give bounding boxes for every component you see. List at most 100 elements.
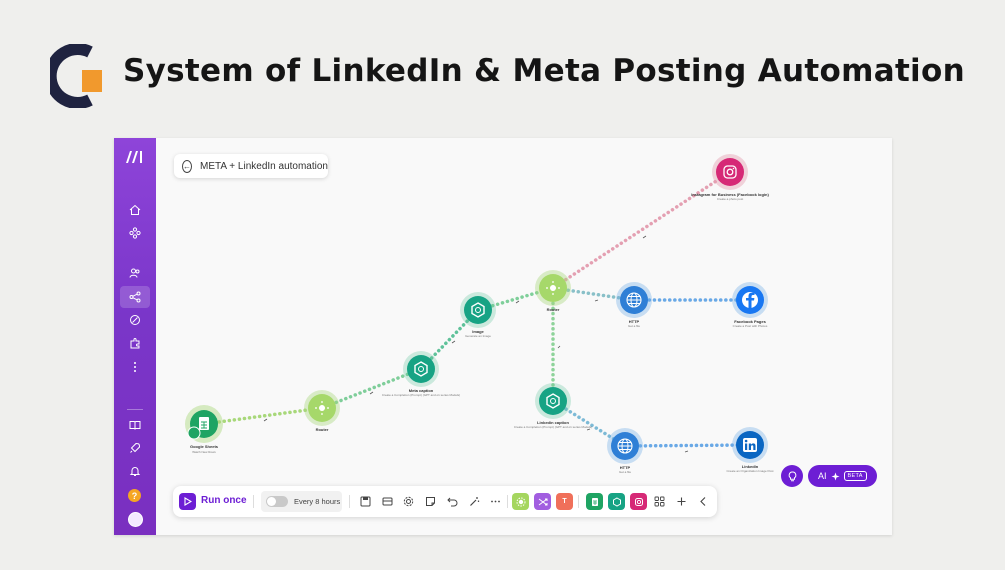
favorite-openai-button[interactable] xyxy=(608,493,625,510)
openai-icon xyxy=(464,296,492,324)
undo-button[interactable] xyxy=(446,495,459,508)
sparkle-icon xyxy=(831,472,840,480)
scenario-settings-button[interactable] xyxy=(381,495,394,508)
toolbar-divider xyxy=(349,495,350,508)
openai-icon xyxy=(539,387,567,415)
connection-http2-linkedin xyxy=(623,443,752,448)
collapse-toolbar-button[interactable] xyxy=(697,495,710,508)
favorite-google-sheets-button[interactable] xyxy=(586,493,603,510)
connection-wrenches xyxy=(263,235,689,453)
connections xyxy=(202,170,752,448)
sidebar-item-home[interactable] xyxy=(120,199,150,221)
sidebar-item-docs[interactable] xyxy=(120,414,150,436)
node-label-instagram: Instagram for Business (Facebook login) xyxy=(691,192,769,197)
tips-button[interactable] xyxy=(781,465,803,487)
node-meta-caption[interactable]: Meta caption Create a Completion (Prompt… xyxy=(382,351,460,397)
team-icon xyxy=(129,268,140,278)
page-title: System of LinkedIn & Meta Posting Automa… xyxy=(123,53,965,89)
schedule-control[interactable]: Every 8 hours xyxy=(261,491,342,512)
more-horizontal-icon xyxy=(491,500,500,503)
node-sub-sheets: Watch New Rows xyxy=(192,450,216,454)
lightbulb-icon xyxy=(788,471,796,481)
sidebar-item-templates[interactable] xyxy=(120,332,150,354)
node-image[interactable]: Image Generate an Image xyxy=(460,292,496,338)
node-router-1[interactable]: Router xyxy=(304,390,340,432)
node-linkedin[interactable]: LinkedIn Create an Organization Image Po… xyxy=(726,427,774,473)
undo-icon xyxy=(447,497,458,507)
home-icon xyxy=(129,204,141,215)
chevron-left-icon xyxy=(700,497,706,506)
notes-icon xyxy=(426,497,435,506)
sidebar-item-more[interactable] xyxy=(120,356,150,378)
sidebar-item-apps[interactable] xyxy=(120,437,150,459)
node-label-meta-caption: Meta caption xyxy=(409,388,434,393)
node-http-1[interactable]: HTTP Get a file xyxy=(616,282,652,328)
sidebar-item-team[interactable] xyxy=(120,262,150,284)
gear-icon xyxy=(403,496,414,507)
ai-assistant-button[interactable]: AI BETA xyxy=(808,465,877,487)
toolbar-divider xyxy=(253,495,254,508)
more-options-button[interactable] xyxy=(489,495,502,508)
flow-control-button[interactable] xyxy=(534,493,551,510)
openai-icon xyxy=(407,355,435,383)
favorite-instagram-button[interactable] xyxy=(630,493,647,510)
make-logo-icon[interactable] xyxy=(125,150,145,164)
sidebar-item-notifications[interactable] xyxy=(120,460,150,482)
schedule-toggle[interactable] xyxy=(266,496,288,507)
node-label-router-2: Router xyxy=(547,307,560,312)
puzzle-icon xyxy=(130,338,140,349)
google-sheets-icon xyxy=(591,497,598,506)
node-label-linkedin-caption: Linkedin caption xyxy=(537,420,569,425)
help-icon[interactable]: ? xyxy=(128,489,141,502)
sidebar-item-organization[interactable] xyxy=(120,222,150,244)
brand-logo xyxy=(50,44,102,108)
scenario-canvas[interactable]: Google Sheets Watch New Rows Router Meta… xyxy=(156,138,892,535)
avatar[interactable] xyxy=(128,512,143,527)
bottom-toolbar: Run once Every 8 hours xyxy=(173,486,717,517)
instagram-icon xyxy=(716,158,744,186)
node-linkedin-caption[interactable]: Linkedin caption Create a Completion (Pr… xyxy=(514,383,592,429)
node-google-sheets[interactable]: Google Sheets Watch New Rows xyxy=(185,405,223,454)
auto-align-button[interactable] xyxy=(468,495,481,508)
magic-wand-icon xyxy=(470,497,480,506)
run-once-label[interactable]: Run once xyxy=(201,495,247,506)
app-window: ? ← META + LinkedIn automation xyxy=(114,138,892,535)
scenario-title[interactable]: META + LinkedIn automation xyxy=(200,160,328,172)
text-parser-button[interactable]: T xyxy=(556,493,573,510)
bell-icon xyxy=(129,467,141,476)
node-facebook[interactable]: Facebook Pages Create a Post with Photos xyxy=(732,282,768,328)
node-sub-http-2: Get a file xyxy=(619,470,631,474)
back-arrow-icon[interactable]: ← xyxy=(182,159,193,173)
run-once-button[interactable] xyxy=(179,493,196,510)
settings-button[interactable] xyxy=(402,495,415,508)
more-vertical-icon xyxy=(134,362,136,372)
node-sub-image: Generate an Image xyxy=(465,334,491,338)
toolbar-divider xyxy=(507,495,508,508)
schedule-label: Every 8 hours xyxy=(294,497,341,506)
node-http-2[interactable]: HTTP Get a file xyxy=(607,428,643,474)
node-sub-facebook: Create a Post with Photos xyxy=(733,324,768,328)
sidebar-item-connections[interactable] xyxy=(120,309,150,331)
all-apps-button[interactable] xyxy=(653,495,666,508)
rocket-icon xyxy=(130,442,141,453)
node-label-http-2: HTTP xyxy=(620,465,631,470)
beta-badge: BETA xyxy=(843,471,867,481)
node-label-linkedin: LinkedIn xyxy=(742,464,759,469)
toolbar-divider xyxy=(578,495,579,508)
node-instagram[interactable]: Instagram for Business (Facebook login) … xyxy=(691,154,769,201)
sidebar: ? xyxy=(114,138,156,535)
grid-icon xyxy=(654,496,665,507)
node-router-2[interactable]: Router xyxy=(535,270,571,312)
sidebar-item-scenarios[interactable] xyxy=(120,286,150,308)
share-nodes-icon xyxy=(129,291,141,303)
notes-button[interactable] xyxy=(424,495,437,508)
play-icon xyxy=(184,497,192,506)
tools-icon xyxy=(516,497,525,506)
sidebar-divider xyxy=(127,409,143,410)
openai-icon xyxy=(612,496,621,507)
tools-button[interactable] xyxy=(512,493,529,510)
node-label-image: Image xyxy=(472,329,484,334)
add-module-button[interactable] xyxy=(675,495,688,508)
save-button[interactable] xyxy=(359,495,372,508)
node-sub-http-1: Get a file xyxy=(628,324,640,328)
